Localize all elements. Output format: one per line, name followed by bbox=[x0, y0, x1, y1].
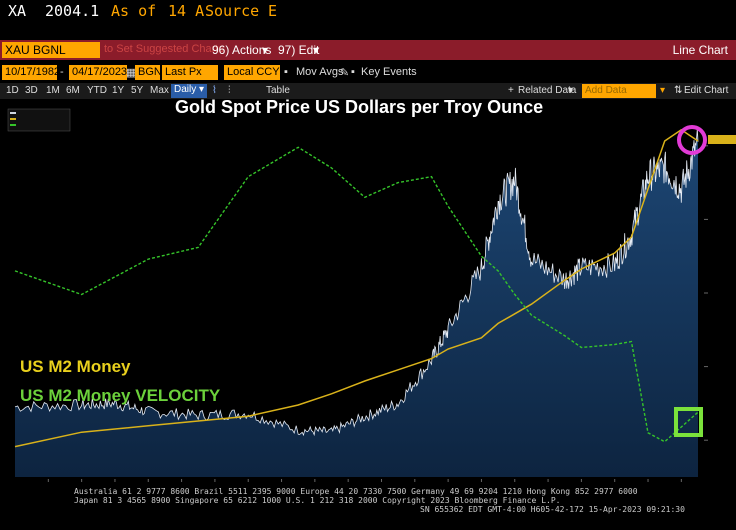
top-status-bar: XA 2004.1 As of 14 A Source E bbox=[0, 0, 736, 40]
range-5y[interactable]: 5Y bbox=[131, 85, 144, 96]
legend-swatch-gold bbox=[10, 112, 16, 114]
security-code: XA bbox=[8, 2, 27, 20]
source-label: Source bbox=[205, 2, 260, 20]
chart-type-label: Line Chart bbox=[672, 43, 728, 57]
legend-swatch-m2 bbox=[10, 118, 16, 120]
footer: Australia 61 2 9777 8600 Brazil 5511 239… bbox=[0, 485, 736, 530]
last-price: 2004.1 bbox=[45, 2, 100, 20]
edit-chart-button[interactable]: Edit Chart bbox=[684, 85, 729, 96]
start-date-input[interactable]: 10/17/1982 bbox=[2, 65, 60, 80]
range-ytd[interactable]: YTD bbox=[87, 85, 107, 96]
range-1y[interactable]: 1Y bbox=[112, 85, 125, 96]
key-events-icon: ▪ bbox=[351, 66, 355, 78]
mov-avgs-button[interactable]: Mov Avgs bbox=[296, 66, 344, 78]
m2-velocity-label: US M2 Money VELOCITY bbox=[20, 386, 221, 405]
highlight-square-velocity bbox=[674, 407, 703, 437]
related-data-button[interactable]: Related Data bbox=[518, 85, 577, 96]
chart-title: Gold Spot Price US Dollars per Troy Ounc… bbox=[175, 97, 544, 117]
suggested-charts-hint[interactable]: to Set Suggested Charts bbox=[104, 43, 224, 55]
m2-velocity-line bbox=[14, 146, 699, 443]
last-price-tag bbox=[708, 135, 736, 144]
add-data-caret-icon[interactable]: ▾ bbox=[660, 85, 666, 96]
control-bar: 10/17/1982 - 04/17/2023 ▦ BGNL Last Px L… bbox=[0, 63, 736, 83]
field-select[interactable]: Last Px bbox=[162, 65, 218, 80]
chart-area[interactable] bbox=[0, 99, 736, 485]
source-value: E bbox=[268, 2, 278, 20]
m2-money-line bbox=[14, 128, 699, 448]
footer-contact-line-2: Japan 81 3 4565 8900 Singapore 65 6212 1… bbox=[74, 496, 561, 505]
table-button[interactable]: Table bbox=[266, 85, 290, 96]
range-6m[interactable]: 6M bbox=[66, 85, 80, 96]
legend-swatch-velocity bbox=[10, 124, 16, 126]
currency-select[interactable]: Local CCY bbox=[224, 65, 280, 80]
range-1m[interactable]: 1M bbox=[46, 85, 60, 96]
m2-money-label: US M2 Money bbox=[20, 357, 131, 376]
pencil-icon[interactable]: ✎ bbox=[340, 67, 350, 79]
calendar-icon[interactable]: ▦ bbox=[126, 67, 137, 79]
period-label: Daily bbox=[174, 84, 197, 95]
bar-style-icon[interactable]: ⫶ bbox=[228, 85, 231, 96]
pricing-source-input[interactable]: BGNL bbox=[135, 65, 168, 80]
actions-menu[interactable]: 96) Actions bbox=[212, 43, 272, 57]
related-caret-icon[interactable]: ▾ bbox=[568, 85, 574, 96]
plus-icon[interactable]: + bbox=[508, 85, 514, 96]
as-of-date: 14 A bbox=[168, 2, 205, 20]
range-1d[interactable]: 1D bbox=[6, 85, 19, 96]
range-bar: 1D 3D 1M 6M YTD 1Y 5Y Max Daily ▾ ⌇ ⫶ Ta… bbox=[0, 83, 736, 99]
gold-m2-velocity-chart bbox=[7, 108, 736, 482]
date-separator: - bbox=[60, 66, 64, 78]
add-data-input[interactable]: Add Data bbox=[582, 84, 656, 98]
gold-price-area bbox=[15, 129, 699, 477]
range-3d[interactable]: 3D bbox=[25, 85, 38, 96]
menu-bar: XAU BGNL Curncy to Set Suggested Charts … bbox=[0, 40, 736, 73]
line-style-icon[interactable]: ⌇ bbox=[212, 85, 217, 96]
as-of-label: As of bbox=[111, 2, 157, 20]
key-events-button[interactable]: Key Events bbox=[361, 66, 417, 78]
mov-avgs-icon: ▪ bbox=[284, 66, 288, 78]
end-date-input[interactable]: 04/17/2023 bbox=[69, 65, 127, 80]
gold-price-line bbox=[14, 128, 699, 437]
highlight-circle-gold bbox=[677, 125, 707, 155]
footer-contact-line-1: Australia 61 2 9777 8600 Brazil 5511 239… bbox=[74, 487, 638, 496]
edit-caret-icon[interactable]: ▾ bbox=[313, 43, 320, 57]
legend-box bbox=[7, 108, 71, 132]
edit-chart-icon[interactable]: ⇅ bbox=[674, 85, 683, 96]
edit-menu[interactable]: 97) Edit bbox=[278, 43, 320, 57]
footer-session-line: SN 655362 EDT GMT-4:00 H605-42-172 15-Ap… bbox=[420, 505, 685, 514]
ticker-field[interactable]: XAU BGNL Curncy bbox=[2, 42, 100, 73]
actions-caret-icon[interactable]: ▾ bbox=[262, 43, 269, 57]
range-max[interactable]: Max bbox=[150, 85, 169, 96]
period-select[interactable]: Daily ▾ bbox=[171, 84, 208, 98]
